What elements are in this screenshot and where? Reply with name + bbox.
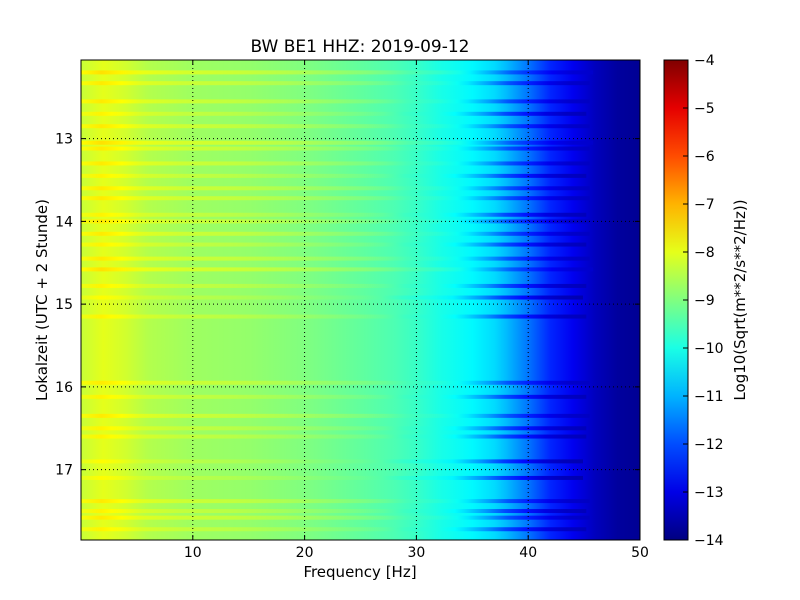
y-tick-label: 13 — [55, 132, 73, 148]
colorbar-ticks: −4 −5 −6 −7 −8 −9 −10 −11 −12 −13 −14 — [683, 53, 724, 549]
spectrogram-band — [81, 267, 594, 272]
colorbar-tick-label: −6 — [694, 149, 715, 165]
chart-title: BW BE1 HHZ: 2019-09-12 — [250, 37, 469, 57]
y-tick-label: 14 — [55, 214, 73, 230]
y-tick-label: 17 — [55, 463, 73, 479]
x-tick-label: 30 — [407, 545, 425, 561]
spectrogram-band — [81, 314, 587, 319]
x-tick-label: 10 — [184, 545, 202, 561]
y-axis-label: Lokalzeit (UTC + 2 Stunde) — [33, 199, 51, 401]
colorbar-tick-label: −11 — [694, 389, 724, 405]
spectrogram-band — [81, 196, 590, 201]
x-tick-label: 50 — [631, 545, 649, 561]
x-axis-label: Frequency [Hz] — [303, 563, 416, 581]
y-tick-label: 15 — [55, 297, 73, 313]
spectrogram-band — [81, 475, 583, 480]
spectrogram-band — [81, 212, 587, 217]
gridlines — [81, 60, 640, 540]
spectrogram-band — [81, 509, 587, 514]
colorbar-tick-label: −10 — [694, 341, 724, 357]
spectrogram-band — [81, 413, 590, 418]
spectrogram-band — [81, 426, 587, 431]
colorbar-label: Log10(Sqrt(m**2/s**2/Hz)) — [731, 199, 749, 400]
y-tick-label: 16 — [55, 380, 73, 396]
spectrogram-band — [81, 146, 590, 151]
spectrogram-band — [81, 527, 587, 532]
colorbar-tick-label: −13 — [694, 485, 724, 501]
spectrogram-band — [81, 380, 590, 385]
spectrogram-band — [81, 219, 590, 224]
spectrogram-band — [81, 161, 590, 166]
spectrogram-band — [81, 111, 587, 116]
spectrogram-band — [81, 256, 590, 261]
colorbar-tick-label: −14 — [694, 533, 724, 549]
colorbar: −4 −5 −6 −7 −8 −9 −10 −11 −12 −13 −14 Log10(Sqrt(m… — [663, 53, 749, 549]
spectrogram-band — [81, 283, 587, 288]
colorbar-tick-label: −9 — [694, 293, 715, 309]
plot-area — [81, 60, 640, 540]
spectrogram-bands — [81, 70, 594, 532]
colorbar-tick-label: −4 — [694, 53, 715, 69]
spectrogram-band — [81, 242, 587, 247]
x-tick-label: 40 — [519, 545, 537, 561]
spectrogram-band — [81, 186, 590, 191]
colorbar-tick-label: −12 — [694, 437, 724, 453]
colorbar-tick-label: −5 — [694, 101, 715, 117]
spectrogram-band — [81, 394, 587, 399]
spectrogram-band — [81, 295, 583, 300]
colorbar-tick-label: −7 — [694, 197, 715, 213]
spectrogram-band — [81, 81, 590, 86]
spectrogram-band — [81, 173, 587, 178]
x-axis: 10 20 30 40 50 — [184, 60, 649, 561]
spectrogram-band — [81, 99, 590, 104]
spectrogram-base — [81, 60, 640, 540]
y-axis: 13 14 15 16 17 — [55, 132, 640, 479]
spectrogram-band — [81, 459, 583, 464]
spectrogram-band — [81, 124, 590, 129]
spectrogram-band — [81, 231, 590, 236]
spectrogram-band — [81, 70, 594, 75]
spectrogram-band — [81, 515, 590, 520]
plot-frame — [80, 59, 641, 541]
x-tick-label: 20 — [296, 545, 314, 561]
spectrogram-band — [81, 499, 590, 504]
spectrogram-band — [81, 140, 594, 145]
spectrogram-band — [81, 434, 587, 439]
colorbar-tick-label: −8 — [694, 245, 715, 261]
